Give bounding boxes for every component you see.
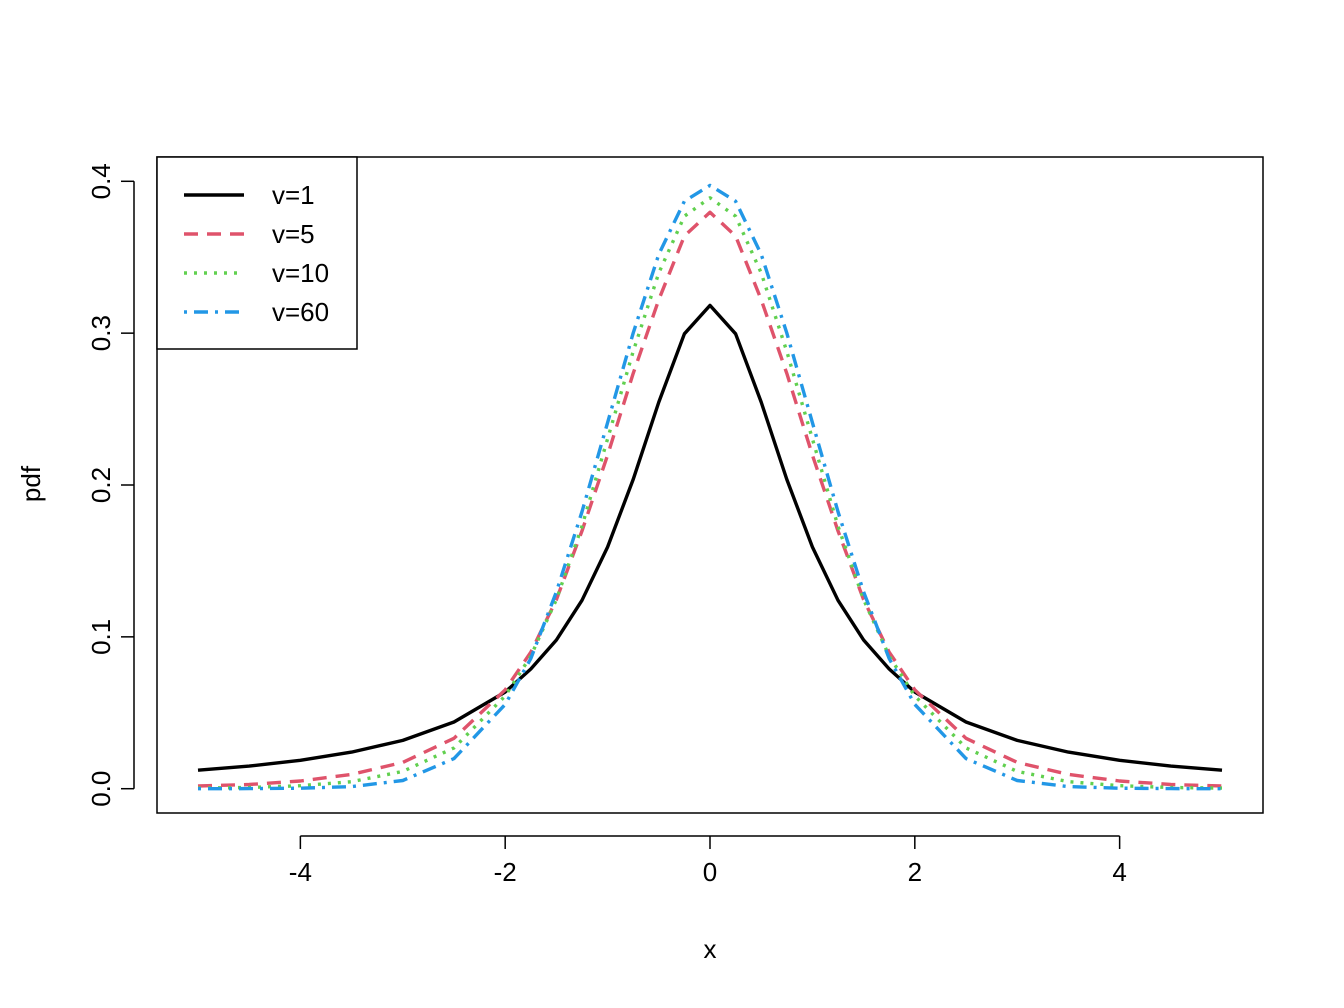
legend-box	[156, 156, 358, 350]
y-axis: 0.0 0.1 0.2 0.3 0.4	[86, 163, 135, 807]
plot-box	[156, 156, 1264, 814]
x-tick-label: 2	[908, 857, 922, 887]
series-line-4	[197, 183, 1223, 791]
y-axis-label: pdf	[16, 465, 46, 502]
y-tick-label: 0.1	[86, 619, 116, 655]
legend: v=1 v=5 v=10 v=60	[156, 156, 358, 350]
series-group	[197, 183, 1223, 791]
y-tick-label: 0.2	[86, 467, 116, 503]
x-axis: -4 -2 0 2 4	[289, 835, 1127, 887]
legend-label: v=10	[272, 258, 329, 288]
legend-label: v=1	[272, 180, 315, 210]
x-tick-label: 4	[1112, 857, 1126, 887]
y-tick-label: 0.3	[86, 315, 116, 351]
x-axis-label: x	[704, 934, 717, 964]
y-tick-label: 0.0	[86, 771, 116, 807]
x-tick-label: -2	[494, 857, 517, 887]
y-tick-label: 0.4	[86, 163, 116, 199]
legend-label: v=5	[272, 219, 315, 249]
x-tick-label: -4	[289, 857, 312, 887]
legend-label: v=60	[272, 297, 329, 327]
series-line-1	[197, 303, 1223, 772]
series-line-3	[197, 196, 1223, 790]
series-line-2	[197, 210, 1223, 788]
x-tick-label: 0	[703, 857, 717, 887]
